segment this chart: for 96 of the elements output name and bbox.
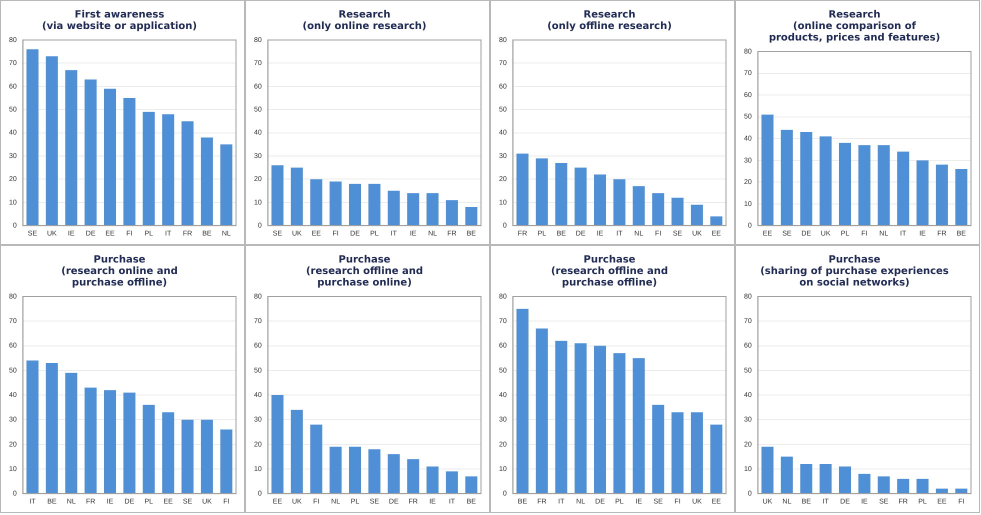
bar (84, 79, 97, 226)
bar (800, 464, 812, 494)
bar (407, 193, 420, 226)
bar (652, 193, 664, 226)
bar (123, 98, 136, 226)
bar (220, 430, 232, 494)
bar (142, 112, 155, 226)
bar (820, 464, 832, 494)
bar (123, 392, 136, 494)
chart-title: Research (online comparison of products, prices and features) (768, 9, 940, 44)
bar (916, 160, 929, 226)
bar (271, 395, 284, 494)
bar (878, 476, 890, 494)
bar (388, 190, 400, 226)
bar (613, 179, 626, 226)
bar (310, 424, 322, 494)
bar (710, 216, 722, 226)
bar (574, 343, 587, 494)
bar (594, 174, 606, 226)
bar (897, 152, 910, 226)
bar (858, 145, 870, 226)
bar (349, 184, 362, 226)
bar (878, 145, 890, 226)
bar (839, 142, 852, 226)
bar (104, 88, 116, 226)
bar (858, 474, 870, 494)
bar (65, 70, 78, 226)
bar (820, 136, 832, 226)
bar (761, 446, 774, 494)
bar (271, 165, 284, 226)
bar (710, 424, 722, 494)
bar (182, 420, 194, 494)
bar (516, 154, 528, 226)
bar (426, 466, 439, 494)
bar (330, 446, 342, 494)
bar (26, 360, 38, 494)
bar (310, 179, 322, 226)
bar (84, 388, 97, 494)
bar (536, 328, 548, 494)
bar (916, 478, 929, 494)
bar (407, 459, 420, 494)
bar (446, 200, 458, 226)
bar (426, 193, 439, 226)
bar (672, 412, 684, 494)
bar (574, 168, 587, 226)
bar (65, 372, 78, 494)
chart-title: Research (only online research) (302, 9, 426, 32)
bar (690, 204, 703, 226)
chart-title: Purchase (research offline and purchase offline) (550, 254, 668, 288)
bar (349, 446, 362, 494)
bar (780, 130, 793, 226)
bar (388, 454, 400, 494)
bar (761, 114, 774, 226)
bar (672, 198, 684, 226)
bar (368, 449, 380, 494)
bar (613, 353, 626, 494)
bar (632, 358, 645, 494)
chart-title: Research (only offline research) (547, 9, 672, 32)
bar (594, 346, 606, 494)
bar (897, 478, 910, 494)
bar (465, 476, 478, 494)
bar (690, 412, 703, 494)
bar (162, 412, 174, 494)
chart-title: Purchase (sharing of purchase experiences on social networks) (760, 254, 949, 288)
bar (555, 340, 568, 494)
bar (104, 390, 116, 494)
bar (182, 121, 194, 226)
bar (200, 137, 213, 226)
bar (368, 184, 380, 226)
bar (800, 132, 812, 226)
chart-title: Purchase (research offline and purchase online) (306, 254, 424, 288)
bar (290, 410, 303, 494)
chart-title: Purchase (research online and purchase offline) (61, 254, 178, 288)
bar (465, 207, 478, 226)
bar (780, 456, 793, 494)
bar (936, 164, 948, 226)
bar (26, 49, 38, 226)
bar (536, 158, 548, 226)
bar (839, 466, 852, 494)
bar (555, 162, 568, 226)
bar (46, 56, 58, 226)
bar (955, 488, 968, 494)
bar (330, 182, 342, 226)
bar (162, 114, 174, 226)
bar (142, 404, 155, 494)
chart-title: First awareness (via website or application) (42, 9, 197, 32)
bar (652, 404, 664, 494)
bar (290, 168, 303, 226)
bar (632, 186, 645, 226)
bar (200, 420, 213, 494)
bar (446, 471, 458, 494)
bar (46, 363, 58, 494)
bar (955, 169, 968, 226)
bar (936, 488, 948, 494)
bar (220, 144, 232, 226)
bar (516, 308, 528, 494)
